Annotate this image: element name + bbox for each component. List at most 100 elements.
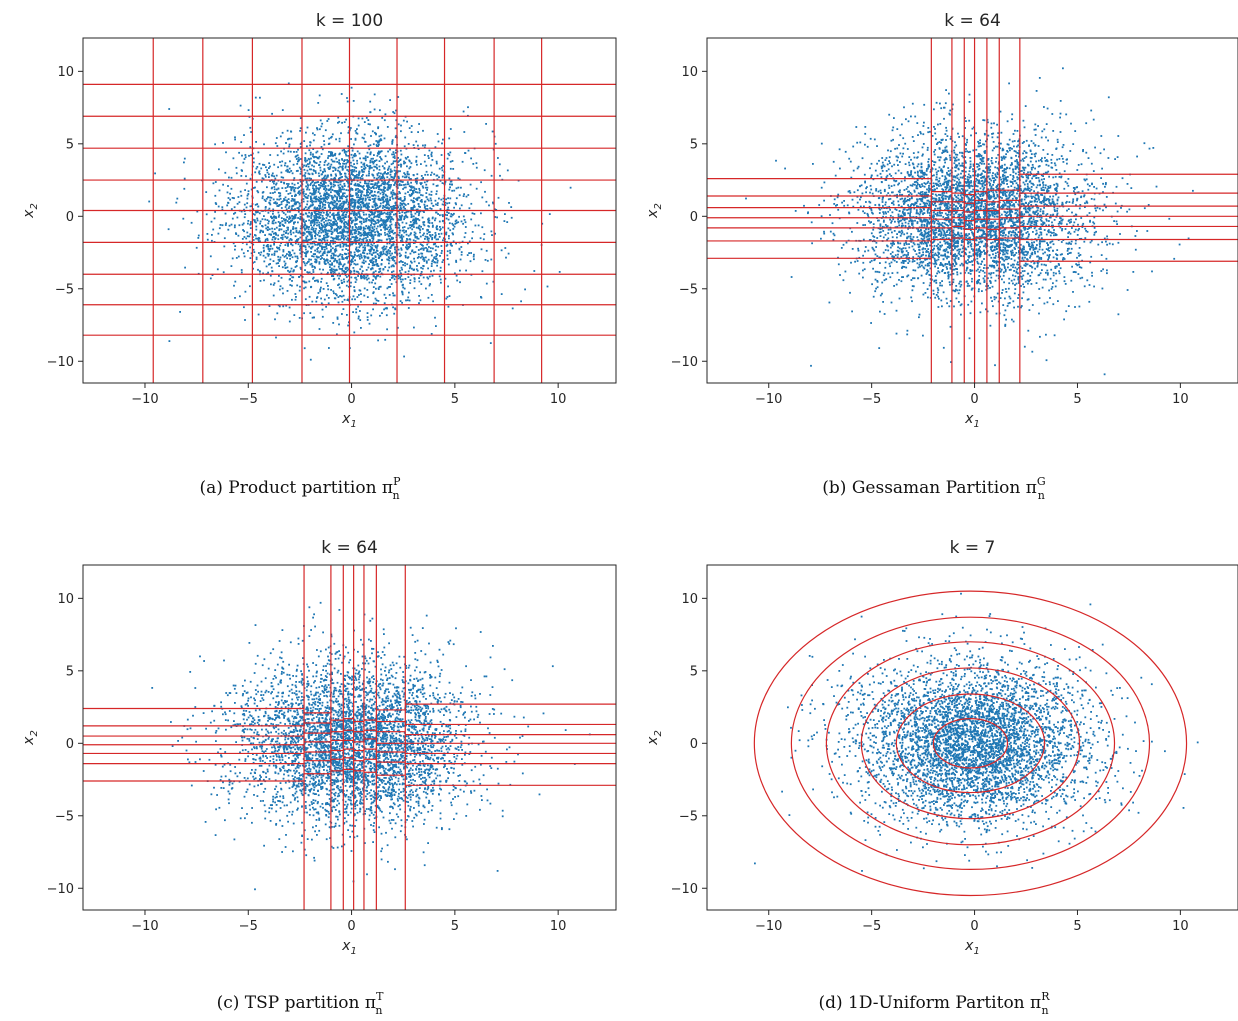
data-point <box>387 200 389 203</box>
data-point <box>409 226 412 229</box>
data-point <box>391 211 393 213</box>
data-point <box>367 187 369 190</box>
data-point <box>414 191 417 193</box>
data-point <box>399 300 402 302</box>
data-point <box>297 207 300 209</box>
data-point <box>480 296 482 298</box>
data-point <box>390 245 393 248</box>
data-point <box>346 257 349 260</box>
data-point <box>435 255 438 258</box>
data-point <box>414 251 417 253</box>
data-point <box>384 228 386 231</box>
data-point <box>227 185 229 187</box>
data-point <box>302 190 305 193</box>
data-point <box>352 159 355 162</box>
data-point <box>1018 149 1021 152</box>
data-point <box>374 245 377 247</box>
data-point <box>1003 163 1006 166</box>
data-point <box>400 215 403 218</box>
data-point <box>317 191 320 193</box>
data-point <box>393 205 395 207</box>
data-point <box>318 221 321 224</box>
data-point <box>332 322 335 324</box>
data-point <box>380 213 383 215</box>
data-point <box>264 256 267 259</box>
data-point <box>245 206 248 209</box>
data-point <box>271 230 274 233</box>
data-point <box>321 257 323 259</box>
data-point <box>298 276 301 278</box>
data-point <box>305 131 307 134</box>
data-point <box>419 210 422 213</box>
data-point <box>213 217 216 220</box>
data-point <box>368 186 371 188</box>
data-point <box>1014 236 1017 238</box>
data-point <box>294 242 297 245</box>
data-point <box>323 188 326 190</box>
data-point <box>383 224 386 226</box>
data-point <box>945 249 948 251</box>
data-point <box>386 252 389 255</box>
data-point <box>447 263 450 266</box>
data-point <box>365 276 368 279</box>
data-point <box>305 220 307 222</box>
data-point <box>402 226 404 229</box>
data-point <box>359 201 362 204</box>
data-point <box>388 207 390 209</box>
data-point <box>386 201 388 204</box>
data-point <box>286 257 288 260</box>
data-point <box>323 164 326 166</box>
data-point <box>924 232 927 235</box>
data-point <box>358 246 361 249</box>
data-point <box>321 308 324 311</box>
data-point <box>341 269 344 272</box>
data-point <box>357 191 360 193</box>
data-point <box>342 213 344 216</box>
data-point <box>315 208 317 211</box>
data-point <box>387 259 390 261</box>
data-point <box>324 185 327 187</box>
data-point <box>329 165 332 168</box>
data-point <box>274 191 276 194</box>
data-point <box>310 262 313 265</box>
data-point <box>342 245 345 248</box>
data-point <box>277 262 280 264</box>
data-point <box>434 217 437 220</box>
data-point <box>392 258 395 260</box>
data-point <box>339 261 341 263</box>
data-point <box>369 144 372 147</box>
data-point <box>864 126 867 128</box>
data-point <box>167 228 170 231</box>
data-point <box>327 196 330 199</box>
data-point <box>378 197 381 200</box>
data-point <box>271 222 274 225</box>
data-point <box>330 154 333 157</box>
data-point <box>389 226 392 229</box>
data-point <box>205 191 208 193</box>
data-point <box>359 310 361 312</box>
data-point <box>375 208 377 210</box>
data-point <box>275 182 278 185</box>
data-point <box>399 255 401 258</box>
data-point <box>255 256 258 259</box>
data-point <box>408 291 410 294</box>
data-point <box>380 239 383 242</box>
panel-title: k = 100 <box>316 11 383 31</box>
data-point <box>330 269 333 272</box>
data-point <box>451 222 454 225</box>
data-point <box>377 126 380 129</box>
data-point <box>448 177 451 180</box>
data-point <box>414 232 417 235</box>
data-point <box>401 214 403 217</box>
data-point <box>418 189 421 192</box>
data-point <box>246 231 249 234</box>
data-point <box>412 144 415 146</box>
data-point <box>409 252 412 255</box>
data-point <box>318 204 320 207</box>
data-point <box>395 281 398 284</box>
data-point <box>507 252 510 255</box>
data-point <box>389 99 391 101</box>
data-point <box>238 224 241 227</box>
data-point <box>242 222 245 225</box>
data-point <box>353 270 356 273</box>
